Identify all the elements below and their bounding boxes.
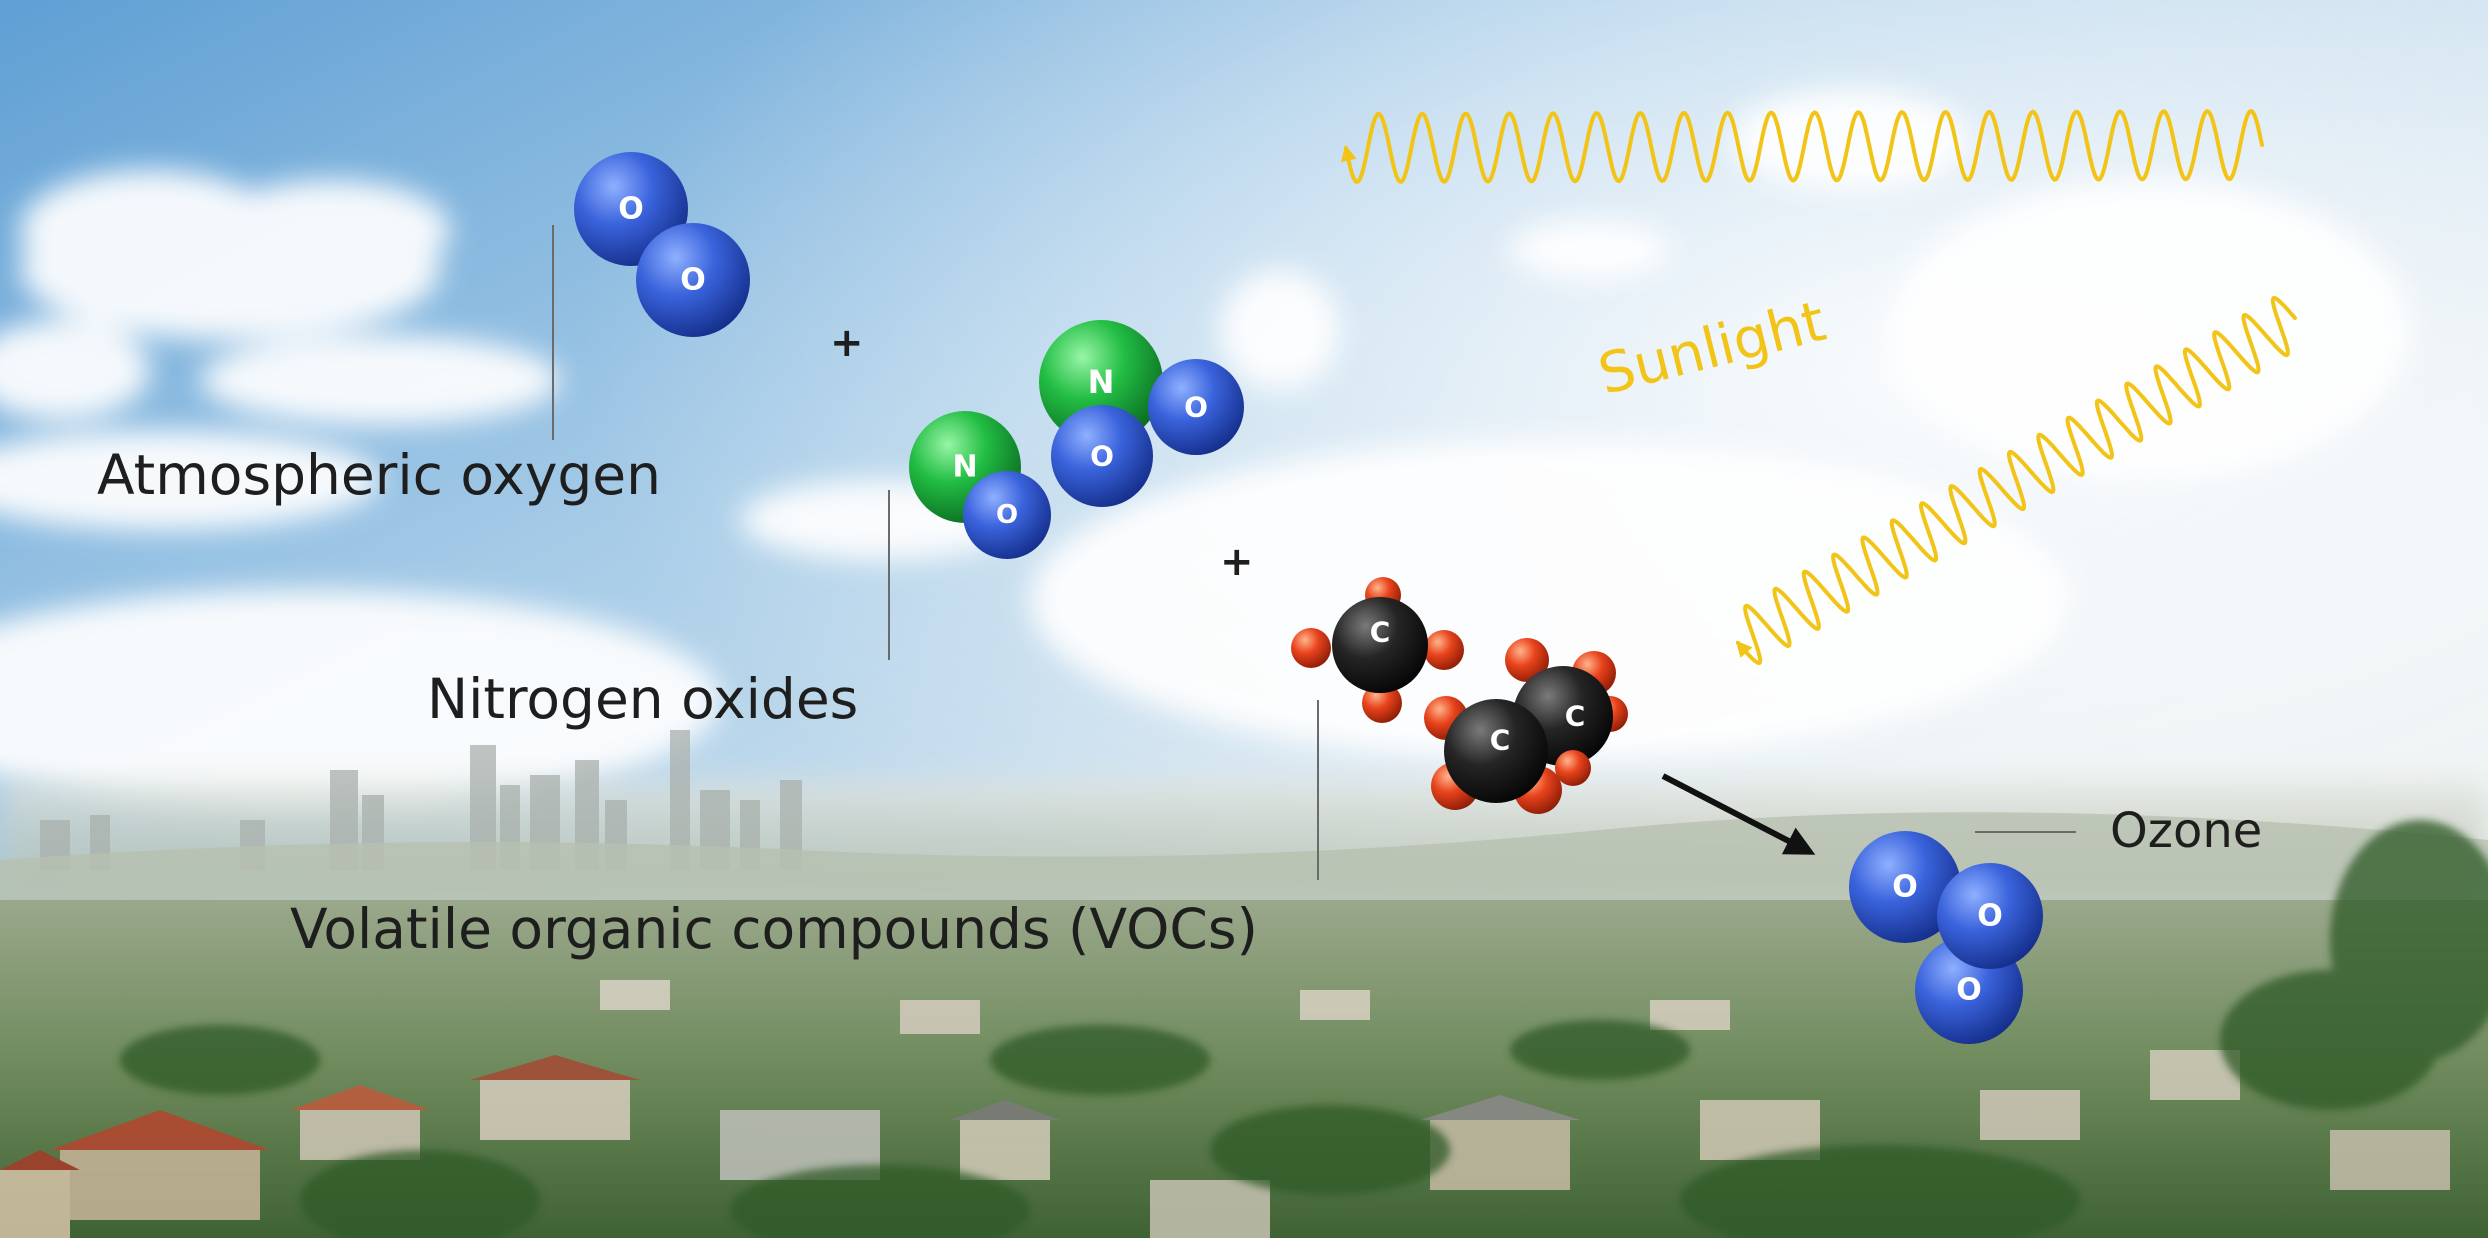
sunlight-wave-top [1340, 108, 2264, 185]
oxygen-atom: O [1148, 359, 1244, 455]
carbon-atom-letter: C [1565, 700, 1586, 733]
nitrogen-atom-letter: N [1088, 363, 1115, 401]
plus-sign-1: + [830, 320, 864, 366]
label-ozone: Ozone [2110, 803, 2263, 859]
carbon-atom: C [1444, 699, 1548, 803]
oxygen-atom-letter: O [1892, 870, 1918, 905]
oxygen-atom-letter: O [1956, 973, 1982, 1008]
nitrogen-dioxide-molecule: N O O [1039, 320, 1244, 507]
nitrogen-atom: N [1039, 320, 1163, 444]
trees [120, 820, 2488, 1238]
oxygen-molecule: O O [574, 152, 750, 337]
carbon-atom-letter: C [1490, 724, 1511, 757]
nitrogen-atom-letter: N [952, 450, 977, 485]
oxygen-atom: O [1937, 863, 2043, 969]
oxygen-atom-letter: O [618, 192, 644, 227]
plus-sign-2: + [1220, 539, 1254, 585]
carbon-atom-letter: C [1370, 616, 1391, 649]
hydrogen-atom [1291, 628, 1331, 668]
oxygen-atom: O [963, 471, 1051, 559]
oxygen-atom: O [1051, 405, 1153, 507]
voc-molecule: C C C [1291, 577, 1628, 814]
carbon-atom: C [1332, 597, 1428, 693]
hydrogen-atom [1362, 683, 1402, 723]
hydrogen-atom [1555, 750, 1591, 786]
sunlight-wave-bottom [1735, 295, 2297, 666]
oxygen-atom-letter: O [1184, 391, 1208, 424]
oxygen-atom-letter: O [996, 500, 1018, 530]
leader-lines [552, 225, 2076, 880]
hydrogen-atom [1505, 638, 1549, 682]
clouds [0, 90, 2410, 810]
reaction-arrow [1661, 773, 1816, 855]
ozone-molecule: O O O [1849, 831, 2043, 1044]
hydrogen-atom [1424, 630, 1464, 670]
label-nitrogen-oxides: Nitrogen oxides [427, 667, 859, 731]
oxygen-atom: O [1849, 831, 1961, 943]
label-vocs: Volatile organic compounds (VOCs) [290, 897, 1258, 961]
houses [0, 980, 2450, 1238]
nitric-oxide-molecule: N O [909, 411, 1051, 559]
label-atmospheric-oxygen: Atmospheric oxygen [97, 443, 661, 507]
oxygen-atom-letter: O [1977, 899, 2003, 934]
oxygen-atom-letter: O [680, 263, 706, 298]
oxygen-atom: O [636, 223, 750, 337]
oxygen-atom-letter: O [1090, 440, 1114, 473]
